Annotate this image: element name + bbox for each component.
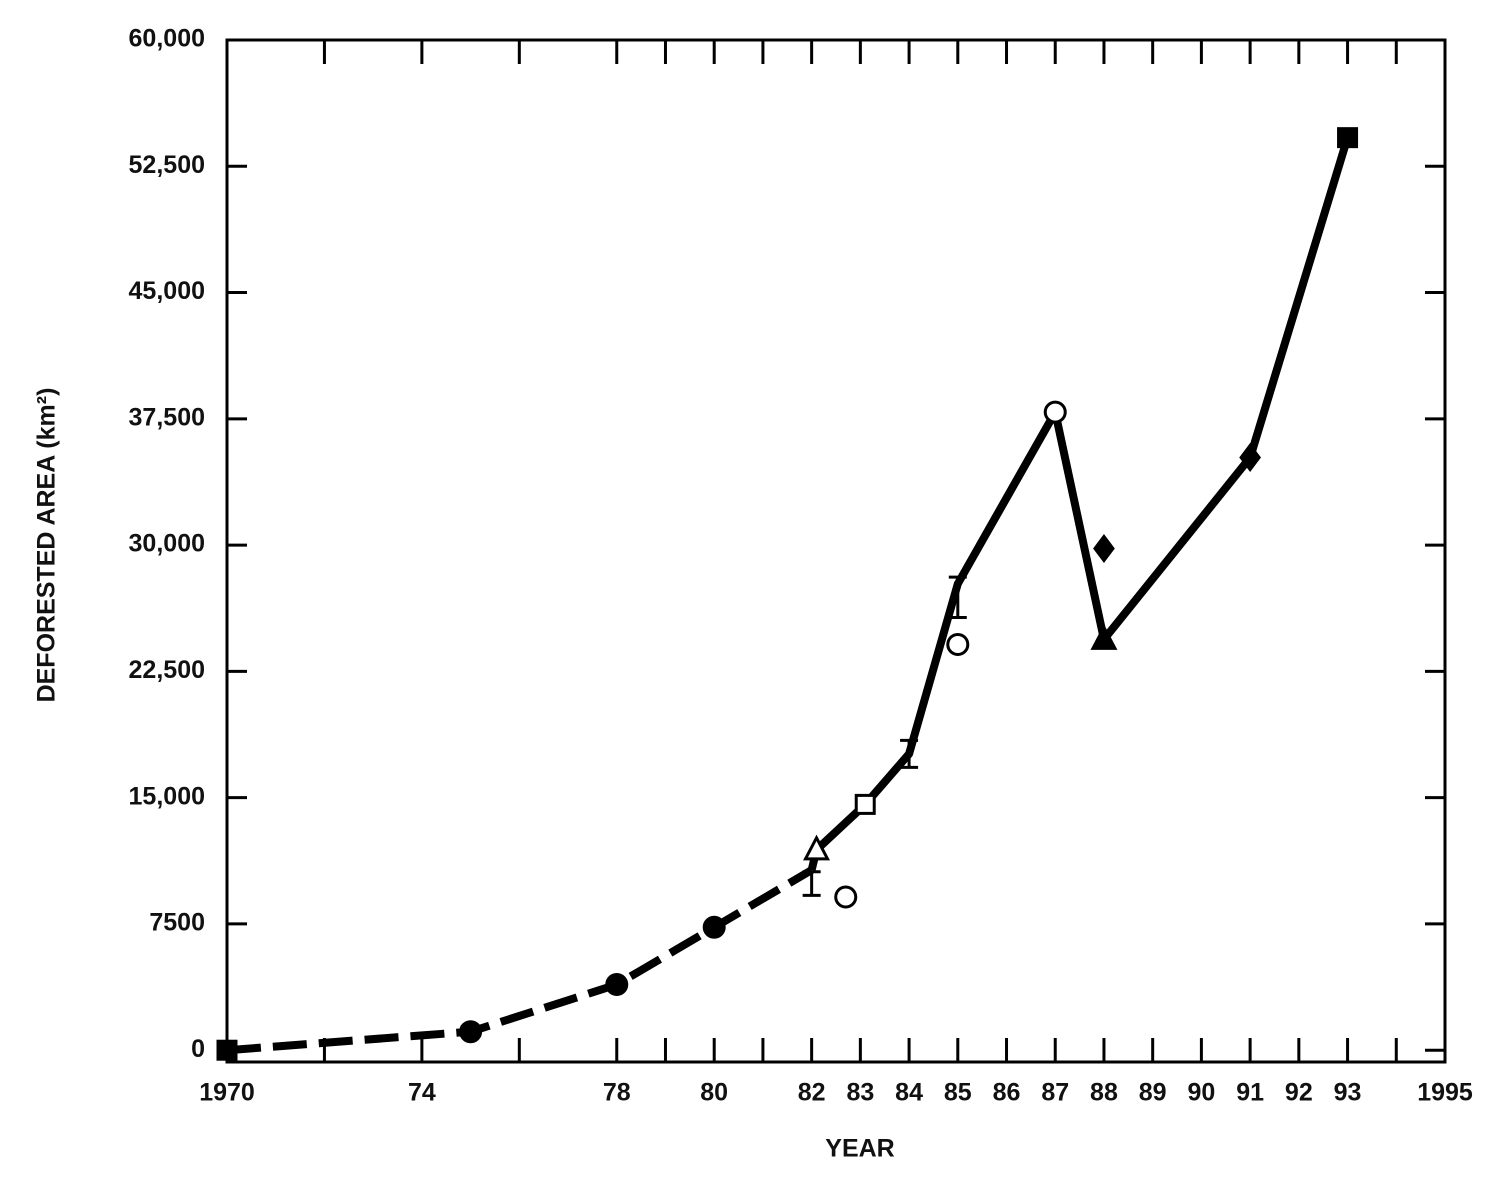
x-tick-label: 1995 (1417, 1079, 1473, 1107)
x-tick-label: 87 (1041, 1079, 1069, 1107)
y-axis-label: DEFORESTED AREA (km²) (33, 388, 61, 703)
x-tick-label: 80 (700, 1079, 728, 1107)
marker (1093, 533, 1115, 563)
x-tick-label: 91 (1236, 1079, 1264, 1107)
x-tick-label: 86 (993, 1079, 1021, 1107)
marker (1043, 400, 1067, 424)
y-tick-label: 22,500 (129, 656, 205, 684)
error-bar (900, 738, 919, 769)
marker (459, 1020, 483, 1044)
marker (834, 885, 858, 909)
marker (854, 793, 876, 815)
marker (803, 834, 830, 861)
x-tick-label: 92 (1285, 1079, 1313, 1107)
marker (702, 915, 726, 939)
marker (946, 632, 970, 656)
y-tick-label: 7500 (149, 909, 205, 937)
marker (216, 1039, 238, 1061)
marker (1337, 127, 1359, 149)
x-tick-label: 82 (798, 1079, 826, 1107)
error-bar (802, 870, 821, 897)
data-line (807, 136, 1352, 871)
error-bar (948, 575, 967, 620)
x-tick-label: 74 (408, 1079, 436, 1107)
y-tick-label: 37,500 (129, 403, 205, 431)
x-tick-label: 90 (1187, 1079, 1215, 1107)
marker (1090, 624, 1118, 650)
marker (1239, 443, 1261, 473)
y-tick-label: 60,000 (129, 25, 205, 53)
y-tick-label: 30,000 (129, 530, 205, 558)
x-tick-label: 93 (1334, 1079, 1362, 1107)
marker (605, 973, 629, 997)
x-tick-label: 89 (1139, 1079, 1167, 1107)
x-tick-label: 83 (846, 1079, 874, 1107)
x-tick-label: 78 (603, 1079, 631, 1107)
y-tick-label: 45,000 (129, 277, 205, 305)
x-tick-label: 85 (944, 1079, 972, 1107)
x-axis-label: YEAR (825, 1135, 894, 1163)
plot-frame (225, 38, 1447, 1064)
y-tick-label: 0 (191, 1035, 205, 1063)
y-tick-label: 15,000 (129, 782, 205, 810)
y-tick-label: 52,500 (129, 151, 205, 179)
x-tick-label: 1970 (199, 1079, 255, 1107)
x-tick-label: 84 (895, 1079, 923, 1107)
data-line (226, 866, 814, 1055)
x-tick-label: 88 (1090, 1079, 1118, 1107)
